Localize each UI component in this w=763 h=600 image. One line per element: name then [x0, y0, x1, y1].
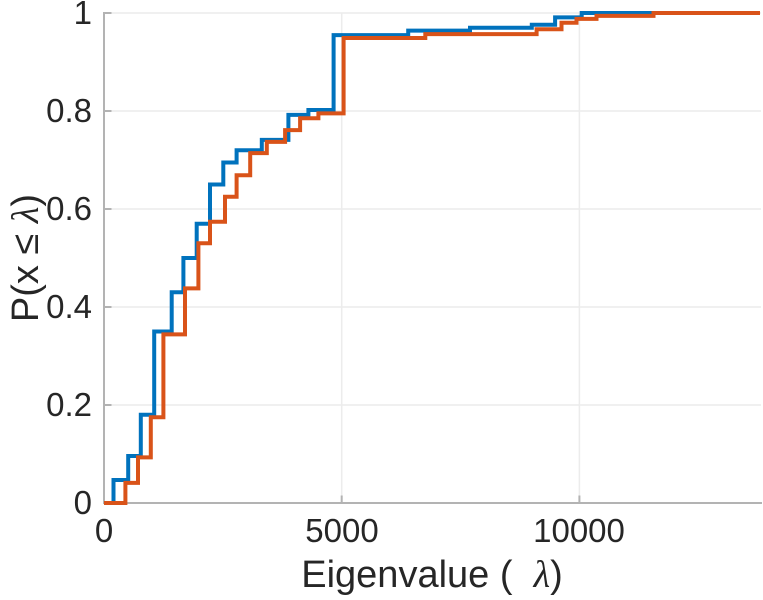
y-axis-label-text: P(x ≤ — [5, 223, 47, 323]
y-tick-1: 1 — [73, 0, 92, 31]
lambda-symbol: λ — [533, 554, 551, 596]
x-axis-label: Eigenvalue ( λ) — [232, 553, 632, 597]
lambda-symbol: λ — [5, 206, 47, 224]
x-axis-label-text: Eigenvalue ( — [301, 554, 534, 596]
y-axis-label: P(x ≤ λ) — [4, 108, 48, 408]
cdf-orange-line — [104, 11, 760, 505]
cdf-blue-line — [104, 11, 760, 505]
gridlines — [104, 12, 761, 503]
y-tick-0.4: 0.4 — [46, 288, 92, 325]
x-axis-label-close: ) — [550, 554, 563, 596]
y-tick-0.2: 0.2 — [46, 386, 92, 423]
x-tick-10000: 10000 — [533, 512, 625, 549]
x-tick-5000: 5000 — [305, 512, 379, 549]
y-tick-0.6: 0.6 — [46, 190, 92, 227]
y-tick-0: 0 — [73, 484, 92, 521]
x-tick-0: 0 — [94, 512, 114, 549]
cdf-series-group — [104, 11, 760, 505]
y-axis-label-close: ) — [5, 193, 47, 207]
axes — [103, 12, 762, 504]
y-tick-0.8: 0.8 — [46, 92, 92, 129]
